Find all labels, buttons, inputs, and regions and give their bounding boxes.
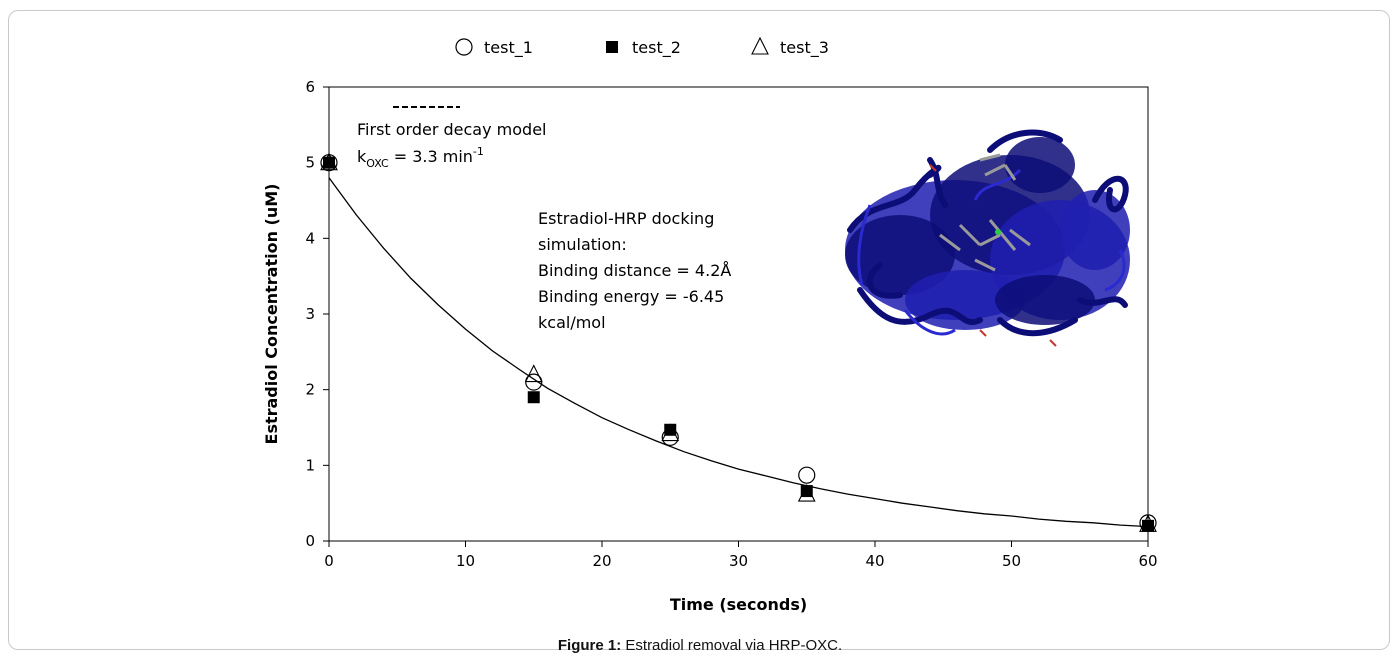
docking-text-line: kcal/mol — [538, 313, 606, 332]
x-tick-label: 10 — [456, 552, 475, 570]
protein-ribbon — [997, 317, 1078, 337]
x-axis-title: Time (seconds) — [670, 595, 807, 614]
iron-atom — [995, 229, 1001, 235]
data-point-test_1 — [798, 466, 816, 484]
y-axis-title: Estradiol Concentration (uM) — [262, 184, 281, 445]
protein-ribbon — [847, 164, 942, 233]
legend-label-test_1: test_1 — [484, 38, 533, 58]
data-point-test_2 — [323, 156, 335, 169]
figure-caption: Figure 1: Estradiol removal via HRP-OXC. — [0, 637, 1400, 654]
y-tick-label: 4 — [305, 229, 315, 247]
x-tick-label: 30 — [729, 552, 748, 570]
legend-label-test_2: test_2 — [632, 38, 681, 58]
ligand-bond — [1009, 228, 1031, 247]
x-tick-label: 40 — [865, 552, 884, 570]
legend-marker-test_3 — [751, 36, 769, 55]
x-tick-label: 60 — [1138, 552, 1157, 570]
data-point-test_2 — [800, 485, 813, 498]
protein-structure-image — [845, 129, 1130, 347]
model-curve-line — [328, 177, 1149, 528]
rate-constant-text: kOXC = 3.3 min-1 — [357, 145, 484, 170]
docking-text-line: simulation: — [538, 235, 627, 254]
chart-svg: 0 10 20 30 40 50 60 0 1 2 3 4 5 6 Time (seconds) Estrad… — [262, 36, 1158, 614]
protein-ribbon — [1077, 296, 1128, 308]
protein-ribbon — [866, 262, 903, 299]
caption-label: Figure 1: — [557, 637, 622, 654]
protein-helix-region — [995, 275, 1095, 325]
ligand-bond — [1003, 164, 1017, 181]
x-tick-label: 0 — [324, 552, 334, 570]
y-tick-label: 5 — [305, 154, 315, 172]
y-tick-label: 2 — [305, 381, 315, 399]
data-point-test_1 — [320, 154, 338, 172]
caption-text: Estradiol removal via HRP-OXC. — [625, 637, 843, 654]
ligand-bond — [988, 219, 1017, 251]
docking-text-line: Binding energy = -6.45 — [538, 287, 724, 306]
protein-loop — [903, 309, 956, 336]
ligand-bond — [984, 163, 1006, 177]
data-point-test_2 — [527, 391, 540, 404]
protein-ribbon — [857, 287, 983, 325]
data-point-test_3 — [524, 364, 543, 383]
x-tick-label: 20 — [592, 552, 611, 570]
side-chain — [929, 164, 937, 172]
ligand-bond — [974, 258, 996, 272]
ligand-bond — [979, 153, 1001, 162]
docking-text-line: Estradiol-HRP docking — [538, 209, 714, 228]
side-chain — [1049, 339, 1057, 347]
side-chain — [979, 329, 987, 337]
protein-ribbon — [987, 129, 1063, 153]
data-point-test_2 — [1142, 519, 1154, 532]
protein-loop — [973, 168, 1022, 201]
data-point-test_1 — [661, 428, 679, 446]
y-tick-label: 0 — [305, 532, 315, 550]
legend-label-test_3: test_3 — [780, 38, 829, 58]
protein-loop — [857, 204, 872, 286]
legend-marker-test_1 — [455, 38, 473, 56]
protein-loop — [1104, 249, 1126, 292]
ligand-bond — [979, 233, 1001, 247]
model-label-text: First order decay model — [357, 120, 546, 139]
docking-text-line: Binding distance = 4.2Å — [538, 261, 731, 280]
protein-ribbon — [1092, 175, 1129, 213]
protein-ribbon — [927, 157, 948, 208]
y-tick-label: 1 — [305, 456, 315, 474]
y-tick-label: 6 — [305, 78, 315, 96]
ligand-bond — [939, 233, 961, 252]
legend-marker-test_2 — [606, 41, 618, 53]
data-point-test_1 — [525, 373, 543, 391]
legend: test_1 test_2 test_3 — [455, 36, 829, 58]
figure-frame — [8, 10, 1390, 650]
y-tick-label: 3 — [305, 305, 315, 323]
protein-helix-region — [1005, 137, 1075, 193]
x-tick-label: 50 — [1002, 552, 1021, 570]
ligand-bond — [958, 223, 982, 247]
data-point-test_1 — [1139, 514, 1157, 532]
